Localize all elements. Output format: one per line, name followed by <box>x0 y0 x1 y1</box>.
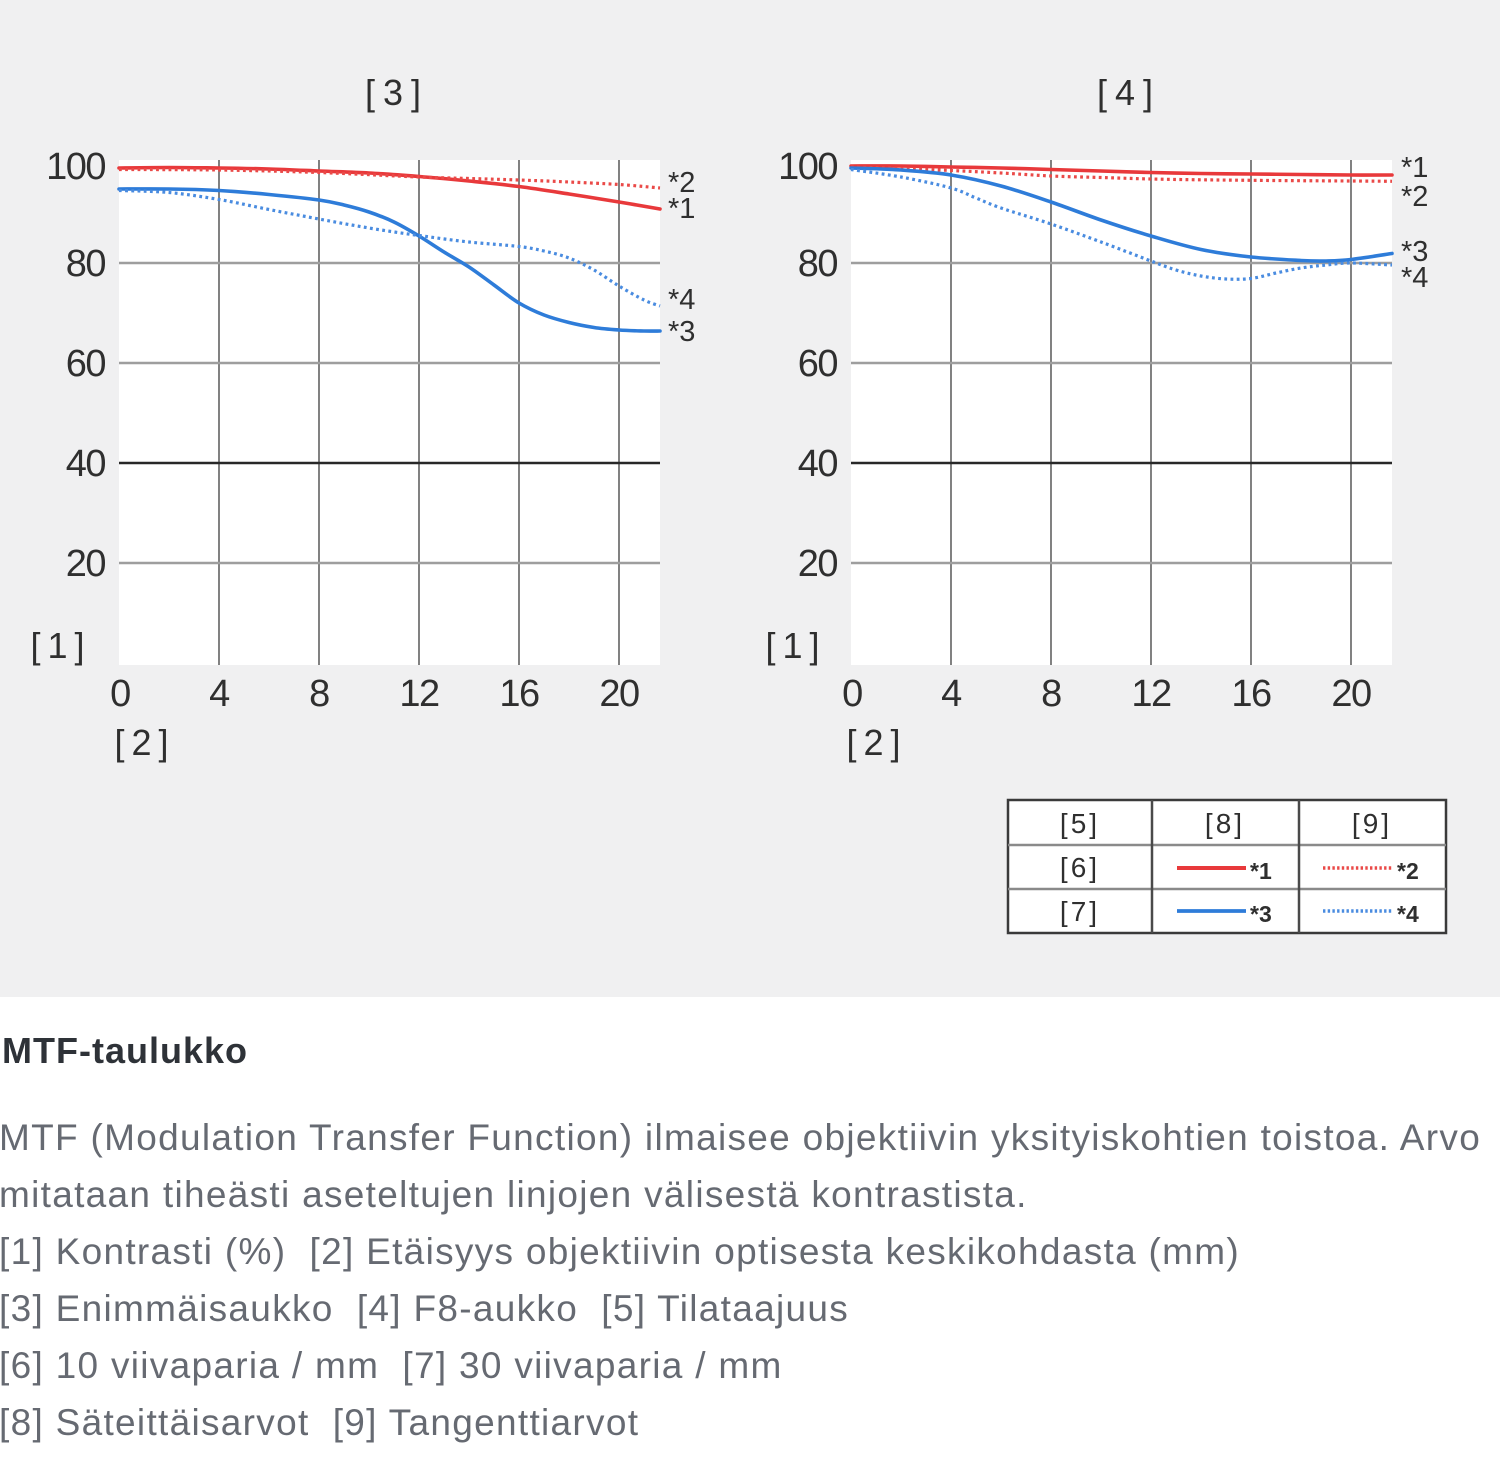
svg-text:4: 4 <box>941 673 962 715</box>
svg-text:100: 100 <box>778 146 837 188</box>
svg-text:*4: *4 <box>668 284 695 316</box>
svg-text:*2: *2 <box>1397 858 1419 884</box>
svg-text:60: 60 <box>798 343 838 385</box>
svg-text:[2]: [2] <box>114 722 175 763</box>
svg-text:20: 20 <box>798 543 838 585</box>
svg-text:80: 80 <box>798 243 838 285</box>
svg-text:*1: *1 <box>1250 858 1272 884</box>
svg-text:*3: *3 <box>668 316 695 348</box>
svg-text:80: 80 <box>66 243 106 285</box>
svg-text:12: 12 <box>1131 673 1171 715</box>
svg-text:20: 20 <box>66 543 106 585</box>
svg-text:[4]: [4] <box>1097 72 1161 113</box>
svg-text:16: 16 <box>1231 673 1271 715</box>
svg-text:[8]: [8] <box>1205 808 1245 839</box>
svg-text:[6]: [6] <box>1060 852 1100 883</box>
svg-text:*1: *1 <box>1401 152 1428 184</box>
svg-text:[1]: [1] <box>30 625 91 666</box>
svg-text:*3: *3 <box>1250 901 1272 927</box>
svg-text:8: 8 <box>309 673 329 715</box>
svg-text:16: 16 <box>499 673 539 715</box>
svg-text:40: 40 <box>66 443 106 485</box>
svg-text:0: 0 <box>842 673 862 715</box>
svg-text:[3]: [3] <box>365 72 429 113</box>
svg-text:*3: *3 <box>1401 236 1428 268</box>
svg-text:0: 0 <box>110 673 130 715</box>
svg-text:60: 60 <box>66 343 106 385</box>
svg-text:*4: *4 <box>1397 901 1419 927</box>
svg-text:12: 12 <box>399 673 439 715</box>
svg-text:8: 8 <box>1041 673 1061 715</box>
svg-text:*2: *2 <box>1401 181 1428 213</box>
svg-text:100: 100 <box>46 146 105 188</box>
svg-text:*1: *1 <box>668 193 695 225</box>
svg-text:40: 40 <box>798 443 838 485</box>
svg-text:[2]: [2] <box>846 722 907 763</box>
svg-text:[5]: [5] <box>1060 808 1100 839</box>
svg-text:[9]: [9] <box>1352 808 1392 839</box>
svg-text:4: 4 <box>209 673 230 715</box>
svg-text:*4: *4 <box>1401 262 1428 294</box>
svg-text:[7]: [7] <box>1060 896 1100 927</box>
svg-text:20: 20 <box>599 673 639 715</box>
svg-text:20: 20 <box>1331 673 1371 715</box>
svg-text:*2: *2 <box>668 167 695 199</box>
svg-text:[1]: [1] <box>765 625 826 666</box>
